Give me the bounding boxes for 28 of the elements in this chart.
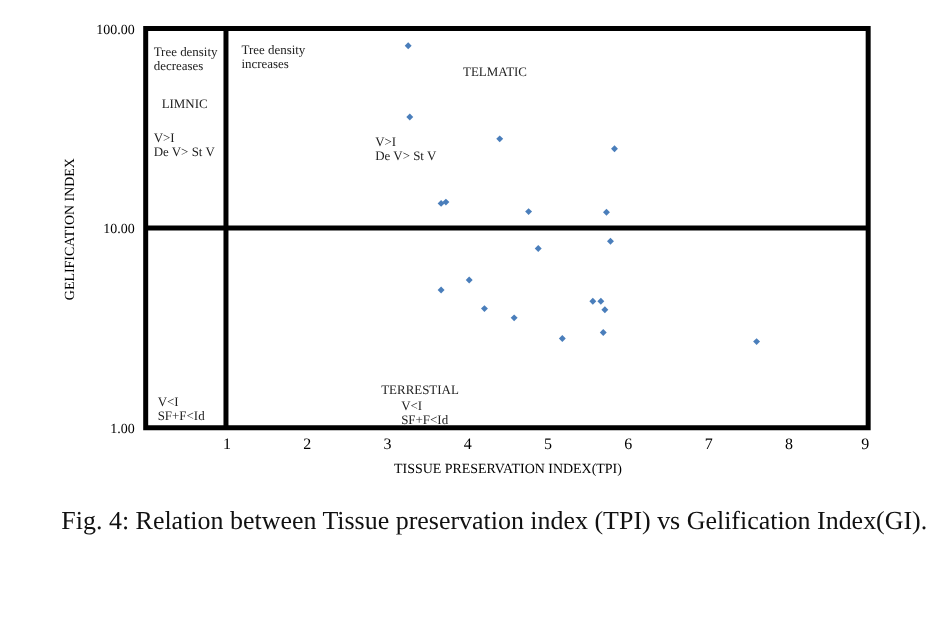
x-tick-label: 7 xyxy=(704,434,713,453)
point xyxy=(525,208,533,216)
x-tick-label: 2 xyxy=(303,434,312,453)
point xyxy=(607,237,614,245)
point xyxy=(753,338,761,346)
point xyxy=(465,276,473,284)
point xyxy=(599,329,607,336)
x-tick-label: 4 xyxy=(463,434,472,453)
point xyxy=(558,334,566,342)
point xyxy=(611,145,618,153)
point xyxy=(589,297,597,305)
x-tick-label: 6 xyxy=(624,434,633,453)
point xyxy=(597,297,605,305)
caption: Fig. 4: Relation between Tissue preservation index (TPI) vs Gelification Index(GI). xyxy=(61,505,928,536)
point xyxy=(510,314,518,322)
point xyxy=(442,198,450,206)
x-tick-label: 5 xyxy=(544,434,553,453)
point xyxy=(603,208,610,216)
x-tick-label: 8 xyxy=(784,434,793,453)
point xyxy=(534,245,542,252)
x-tick-label: 9 xyxy=(861,434,870,453)
point xyxy=(437,286,445,294)
x-tick-label: 1 xyxy=(222,434,231,453)
point xyxy=(496,135,504,143)
point xyxy=(481,305,488,313)
x-tick-label: 3 xyxy=(383,434,392,453)
point xyxy=(601,306,609,314)
point xyxy=(406,113,414,121)
